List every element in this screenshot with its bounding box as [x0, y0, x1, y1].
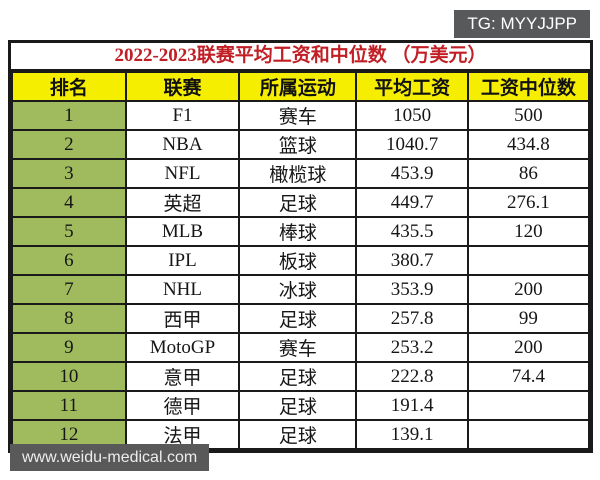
median-salary-cell: 200	[466, 332, 591, 363]
league-cell: 意甲	[124, 361, 241, 392]
table-row: 9 MotoGP 赛车 253.2 200	[11, 332, 591, 363]
table-row: 3 NFL 橄榄球 453.9 86	[11, 158, 591, 189]
sport-cell: 足球	[238, 303, 358, 334]
table-row: 4 英超 足球 449.7 276.1	[11, 187, 591, 218]
avg-salary-cell: 191.4	[355, 390, 469, 421]
avg-salary-cell: 257.8	[355, 303, 469, 334]
sport-cell: 足球	[238, 361, 358, 392]
avg-salary-cell: 353.9	[355, 274, 469, 305]
league-cell: 英超	[124, 187, 241, 218]
median-salary-cell: 86	[466, 158, 591, 189]
median-salary-cell: 120	[466, 216, 591, 247]
league-cell: NHL	[124, 274, 241, 305]
tg-badge: TG: MYYJJPP	[454, 10, 590, 38]
league-cell: MotoGP	[124, 332, 241, 363]
league-cell: MLB	[124, 216, 241, 247]
avg-salary-cell: 1050	[355, 100, 469, 131]
median-salary-cell	[466, 390, 591, 421]
table-row: 2 NBA 篮球 1040.7 434.8	[11, 129, 591, 160]
avg-salary-cell: 1040.7	[355, 129, 469, 160]
avg-salary-cell: 449.7	[355, 187, 469, 218]
sport-cell: 板球	[238, 245, 358, 276]
table-body: 1 F1 赛车 1050 500 2 NBA 篮球 1040.7 434.8 3 NFL 橄榄球 453.…	[11, 100, 591, 450]
table-title: 2022-2023联赛平均工资和中位数 （万美元）	[11, 43, 590, 71]
avg-salary-cell: 222.8	[355, 361, 469, 392]
league-cell: NBA	[124, 129, 241, 160]
sport-cell: 篮球	[238, 129, 358, 160]
column-header-league: 联赛	[124, 71, 241, 102]
sport-cell: 橄榄球	[238, 158, 358, 189]
avg-salary-cell: 380.7	[355, 245, 469, 276]
salary-table: 2022-2023联赛平均工资和中位数 （万美元） 排名 联赛 所属运动 平均工…	[8, 40, 593, 453]
avg-salary-cell: 435.5	[355, 216, 469, 247]
table-row: 10 意甲 足球 222.8 74.4	[11, 361, 591, 392]
rank-cell: 4	[11, 187, 127, 218]
rank-cell: 9	[11, 332, 127, 363]
median-salary-cell: 200	[466, 274, 591, 305]
sport-cell: 赛车	[238, 100, 358, 131]
sport-cell: 足球	[238, 390, 358, 421]
rank-cell: 2	[11, 129, 127, 160]
median-salary-cell: 74.4	[466, 361, 591, 392]
avg-salary-cell: 139.1	[355, 419, 469, 450]
sport-cell: 冰球	[238, 274, 358, 305]
column-header-rank: 排名	[11, 71, 127, 102]
league-cell: 德甲	[124, 390, 241, 421]
table-row: 7 NHL 冰球 353.9 200	[11, 274, 591, 305]
table-row: 6 IPL 板球 380.7	[11, 245, 591, 276]
median-salary-cell: 434.8	[466, 129, 591, 160]
median-salary-cell	[466, 245, 591, 276]
sport-cell: 赛车	[238, 332, 358, 363]
rank-cell: 11	[11, 390, 127, 421]
rank-cell: 8	[11, 303, 127, 334]
league-cell: 西甲	[124, 303, 241, 334]
salary-data-grid: 排名 联赛 所属运动 平均工资 工资中位数 1 F1 赛车 1050 500 2 NBA 篮球…	[11, 71, 591, 450]
rank-cell: 3	[11, 158, 127, 189]
league-cell: IPL	[124, 245, 241, 276]
median-salary-cell: 500	[466, 100, 591, 131]
table-row: 5 MLB 棒球 435.5 120	[11, 216, 591, 247]
table-row: 1 F1 赛车 1050 500	[11, 100, 591, 131]
column-header-sport: 所属运动	[238, 71, 358, 102]
header-row: 排名 联赛 所属运动 平均工资 工资中位数	[11, 71, 591, 102]
league-cell: NFL	[124, 158, 241, 189]
column-header-avg-salary: 平均工资	[355, 71, 469, 102]
league-cell: F1	[124, 100, 241, 131]
table-row: 11 德甲 足球 191.4	[11, 390, 591, 421]
rank-cell: 7	[11, 274, 127, 305]
sport-cell: 足球	[238, 187, 358, 218]
rank-cell: 10	[11, 361, 127, 392]
sport-cell: 足球	[238, 419, 358, 450]
sport-cell: 棒球	[238, 216, 358, 247]
rank-cell: 1	[11, 100, 127, 131]
rank-cell: 5	[11, 216, 127, 247]
rank-cell: 6	[11, 245, 127, 276]
site-watermark: www.weidu-medical.com	[10, 444, 210, 471]
median-salary-cell	[467, 419, 591, 450]
median-salary-cell: 99	[466, 303, 591, 334]
median-salary-cell: 276.1	[466, 187, 591, 218]
avg-salary-cell: 253.2	[355, 332, 469, 363]
table-row: 8 西甲 足球 257.8 99	[11, 303, 591, 334]
avg-salary-cell: 453.9	[355, 158, 469, 189]
column-header-median-salary: 工资中位数	[466, 71, 591, 102]
